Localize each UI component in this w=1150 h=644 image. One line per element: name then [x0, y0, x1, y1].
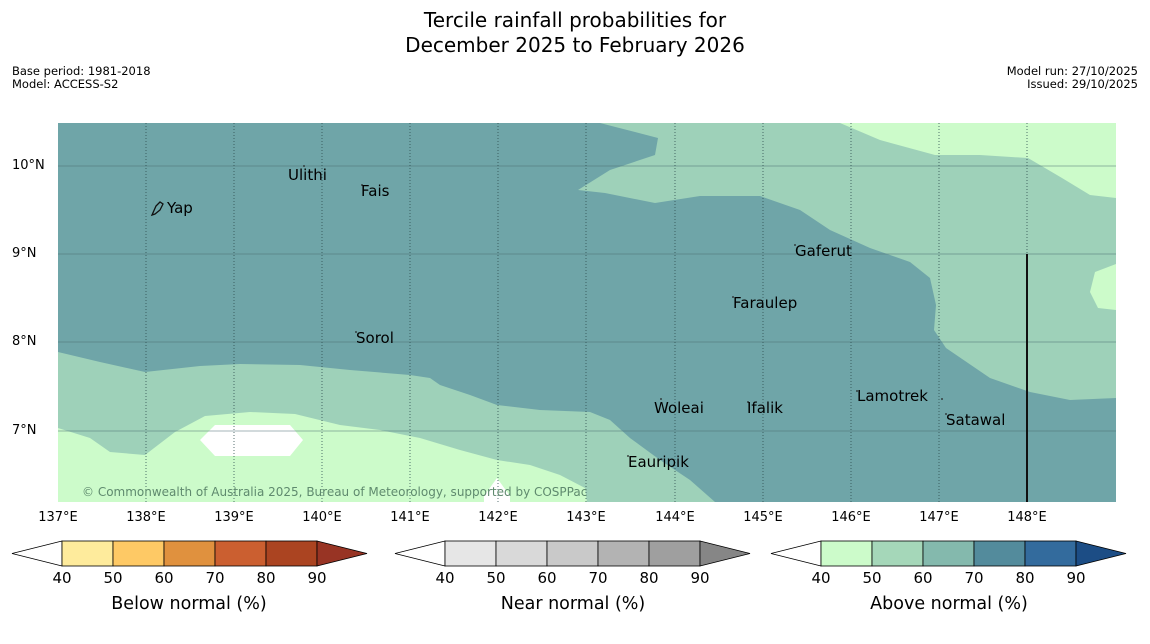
cb-above-tick-50: 50 — [862, 569, 882, 587]
base-period-text: Base period: 1981-2018 — [12, 64, 151, 78]
contour-s-below-40 — [484, 478, 510, 502]
colorbar-high-extension — [699, 540, 751, 567]
title-line-2: December 2025 to February 2026 — [405, 33, 745, 57]
yap-island-shape — [150, 201, 164, 217]
colorbar-segment — [597, 540, 650, 567]
issued-text: Issued: 29/10/2025 — [1027, 77, 1138, 91]
map-title: Tercile rainfall probabilities for Decem… — [0, 8, 1150, 58]
colorbar-low-extension — [394, 540, 446, 567]
contour-sw-40-50 — [58, 412, 587, 502]
colorbar-near-title: Near normal (%) — [500, 594, 646, 614]
colorbar-above-title: Above normal (%) — [870, 594, 1028, 614]
colorbar-above-normal — [770, 540, 1127, 567]
meta-left: Base period: 1981-2018 Model: ACCESS-S2 — [12, 65, 151, 91]
lon-label-143e: 143°E — [566, 510, 606, 525]
cb-above-tick-70: 70 — [964, 569, 984, 587]
place-label-faraulep: Faraulep — [733, 294, 798, 312]
model-run-text: Model run: 27/10/2025 — [1006, 64, 1138, 78]
colorbar-segment — [61, 540, 114, 567]
colorbar-segment — [546, 540, 599, 567]
lon-label-146e: 146°E — [831, 510, 871, 525]
lon-label-142e: 142°E — [478, 510, 518, 525]
place-label-eauripik: Eauripik — [628, 453, 689, 471]
colorbar-near-normal — [394, 540, 751, 567]
place-label-sorol: Sorol — [356, 329, 394, 347]
cb-near-tick-70: 70 — [588, 569, 608, 587]
lon-label-145e: 145°E — [743, 510, 783, 525]
colorbar-below-normal — [11, 540, 368, 567]
cb-near-tick-50: 50 — [486, 569, 506, 587]
cb-below-tick-40: 40 — [52, 569, 72, 587]
cb-above-tick-60: 60 — [913, 569, 933, 587]
colorbar-segment — [922, 540, 975, 567]
place-label-gaferut: Gaferut — [795, 242, 852, 260]
colorbar-low-extension — [11, 540, 63, 567]
colorbar-high-extension — [316, 540, 368, 567]
cb-above-tick-80: 80 — [1015, 569, 1035, 587]
cb-below-tick-80: 80 — [256, 569, 276, 587]
colorbar-segment — [973, 540, 1026, 567]
cb-above-tick-40: 40 — [811, 569, 831, 587]
place-label-yap: Yap — [167, 199, 193, 217]
lon-label-137e: 137°E — [38, 510, 78, 525]
colorbar-segment — [495, 540, 548, 567]
cb-near-tick-90: 90 — [690, 569, 710, 587]
lon-label-147e: 147°E — [919, 510, 959, 525]
lon-label-141e: 141°E — [390, 510, 430, 525]
lon-label-144e: 144°E — [655, 510, 695, 525]
place-label-ifalik: Ifalik — [747, 399, 783, 417]
place-label-woleai: Woleai — [654, 399, 704, 417]
model-text: Model: ACCESS-S2 — [12, 77, 119, 91]
contour-ne-50-60 — [578, 123, 1116, 400]
lat-label-9n: 9°N — [12, 246, 37, 261]
cb-above-tick-90: 90 — [1066, 569, 1086, 587]
colorbar-segment — [648, 540, 701, 567]
cb-below-tick-70: 70 — [205, 569, 225, 587]
colorbar-segment — [265, 540, 318, 567]
contour-e-40-50 — [1090, 264, 1116, 310]
cb-near-tick-60: 60 — [537, 569, 557, 587]
place-label-ulithi: Ulithi — [288, 166, 327, 184]
lat-label-7n: 7°N — [12, 423, 37, 438]
cb-below-tick-90: 90 — [307, 569, 327, 587]
lon-label-140e: 140°E — [302, 510, 342, 525]
title-line-1: Tercile rainfall probabilities for — [423, 8, 727, 32]
cb-near-tick-80: 80 — [639, 569, 659, 587]
colorbar-segment — [163, 540, 216, 567]
colorbar-segment — [214, 540, 267, 567]
colorbar-below-title: Below normal (%) — [111, 594, 267, 614]
place-label-lamotrek: Lamotrek — [857, 387, 928, 405]
contour-sw-below-40 — [200, 425, 303, 456]
colorbar-segment — [1024, 540, 1077, 567]
colorbar-segment — [112, 540, 165, 567]
lat-label-8n: 8°N — [12, 334, 37, 349]
cb-near-tick-40: 40 — [435, 569, 455, 587]
lon-label-139e: 139°E — [214, 510, 254, 525]
colorbar-segment — [871, 540, 924, 567]
colorbar-high-extension — [1075, 540, 1127, 567]
lat-label-10n: 10°N — [12, 158, 45, 173]
longitude-gridlines — [145, 123, 1028, 502]
colorbar-low-extension — [770, 540, 822, 567]
copyright-notice: © Commonwealth of Australia 2025, Bureau… — [82, 485, 588, 499]
island-dots — [303, 165, 947, 457]
colorbar-segment — [820, 540, 873, 567]
place-label-satawal: Satawal — [946, 411, 1006, 429]
meta-right: Model run: 27/10/2025 Issued: 29/10/2025 — [1007, 65, 1138, 91]
colorbar-segment — [444, 540, 497, 567]
lon-label-148e: 148°E — [1007, 510, 1047, 525]
contour-ne-40-50 — [840, 123, 1116, 198]
lon-label-138e: 138°E — [126, 510, 166, 525]
place-label-fais: Fais — [361, 182, 390, 200]
cb-below-tick-60: 60 — [154, 569, 174, 587]
cb-below-tick-50: 50 — [103, 569, 123, 587]
